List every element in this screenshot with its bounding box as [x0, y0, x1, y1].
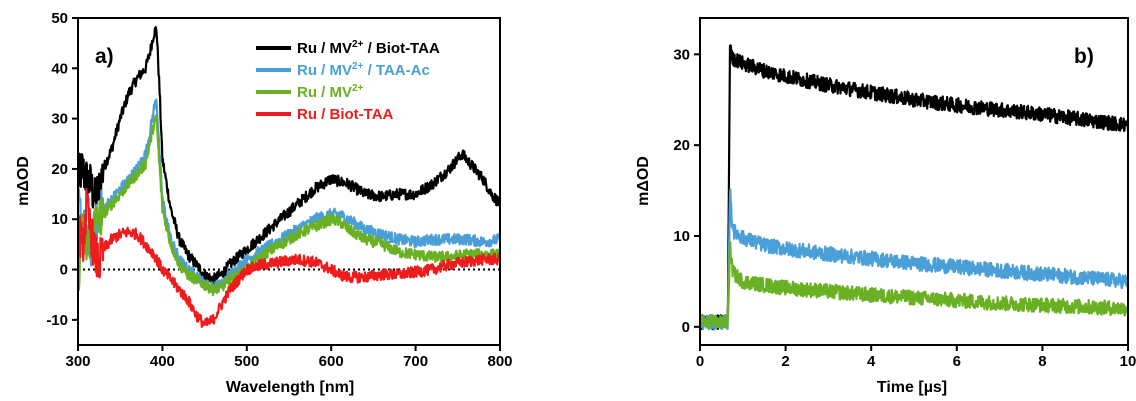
panel-b-series-line-2: [698, 241, 1130, 331]
panel-b-x-axis-title: Time [µs]: [877, 379, 947, 396]
panel-a-y-tick-label: 20: [51, 161, 68, 178]
panel-a-x-tick-label: 700: [403, 353, 428, 370]
panel-a-series-line-2: [76, 114, 501, 297]
panel-b-x-tick-label: 2: [781, 353, 789, 370]
panel-b-series-line-1: [698, 188, 1130, 331]
legend-entry: Ru / Biot-TAA: [297, 106, 394, 123]
panel-a-y-axis-title: mΔOD: [15, 156, 32, 206]
panel-a-x-tick-label: 500: [234, 353, 259, 370]
panel-a-x-tick-label: 400: [150, 353, 175, 370]
panel-b-y-axis-title: mΔOD: [635, 156, 652, 206]
legend-entry: Ru / MV2+ / Biot-TAA: [297, 39, 440, 57]
panel-a-x-tick-label: 800: [487, 353, 512, 370]
panel-a-y-tick-label: 0: [60, 262, 68, 279]
panel-b-axes-frame: [699, 17, 1129, 346]
panel-b-x-tick-label: 6: [953, 353, 961, 370]
panel-a-y-tick-label: 50: [51, 10, 68, 27]
panel-b-y-tick-label: 20: [673, 137, 690, 154]
panel-a-axes-frame: [77, 17, 501, 346]
panel-a-series-line-0: [76, 26, 502, 286]
panel-b-x-tick-label: 4: [867, 353, 876, 370]
panel-b-label: b): [1074, 45, 1094, 68]
panel-a: 300 400 500 600 700 800 -10 0 10 20 30 40 50 a) Wave…: [15, 10, 513, 396]
panel-a-y-tick-label: -10: [46, 312, 68, 329]
panel-a-x-axis-title: Wavelength [nm]: [226, 379, 354, 396]
panel-a-y-tick-label: 10: [51, 211, 68, 228]
panel-b-x-tick-label: 8: [1038, 353, 1046, 370]
panel-a-y-tick-label: 30: [51, 111, 68, 128]
panel-a-ticks: 300 400 500 600 700 800 -10 0 10 20 30 40 50: [46, 10, 512, 370]
legend-entry: Ru / MV2+ / TAA-Ac: [297, 61, 430, 79]
panel-a-label: a): [95, 45, 114, 68]
panel-a-x-tick-label: 300: [65, 353, 90, 370]
panel-a-series: [76, 26, 502, 328]
panel-b-y-tick-label: 10: [673, 228, 690, 245]
panel-a-series-line-3: [76, 187, 502, 328]
panel-b-ticks: 0 2 4 6 8 10 0 10 20 30: [673, 46, 1136, 370]
panel-b-series: [698, 44, 1130, 331]
panel-b-series-line-0: [698, 44, 1130, 331]
panel-b-x-tick-label: 0: [696, 353, 704, 370]
panel-a-y-tick-label: 40: [51, 60, 68, 77]
panel-a-legend: Ru / MV2+ / Biot-TAA Ru / MV2+ / TAA-Ac Ru…: [256, 39, 440, 123]
panel-b-x-tick-label: 10: [1120, 353, 1136, 370]
panel-b-y-tick-label: 0: [682, 319, 690, 336]
panel-a-x-tick-label: 600: [319, 353, 344, 370]
legend-entry: Ru / MV2+: [297, 83, 364, 101]
panel-b-y-tick-label: 30: [673, 46, 690, 63]
panel-a-series-line-1: [76, 98, 502, 294]
panel-b: 0 2 4 6 8 10 0 10 20 30 b) Time [µs] mΔOD: [635, 17, 1136, 396]
